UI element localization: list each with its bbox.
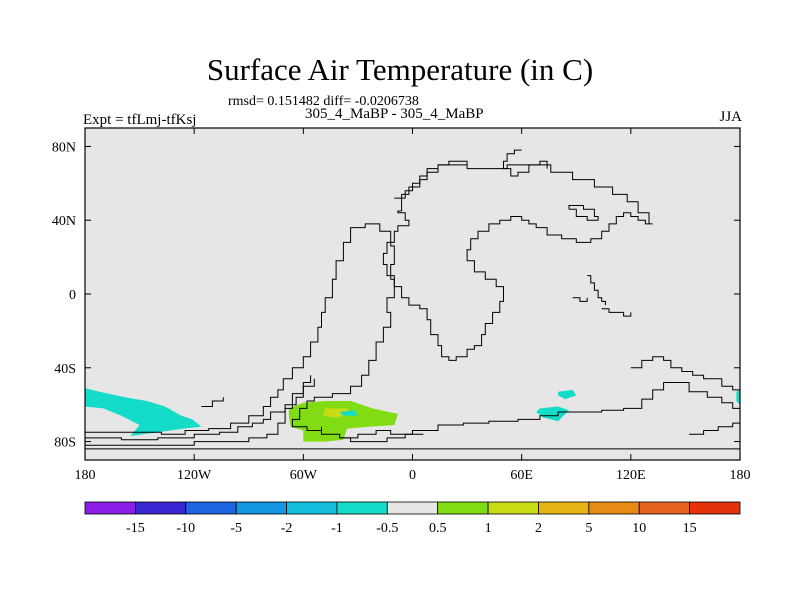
colorbar-swatch <box>185 501 237 515</box>
y-tick-label: 40N <box>52 214 76 229</box>
colorbar-swatch <box>134 501 187 515</box>
coastline <box>85 378 315 441</box>
colorbar-label: 2 <box>535 521 542 536</box>
x-tick-label: 120E <box>616 468 646 483</box>
colorbar-label: -15 <box>126 521 145 536</box>
anomaly-region <box>736 389 740 405</box>
colorbar-swatch <box>386 501 439 515</box>
colorbar-label: -5 <box>230 521 242 536</box>
coastline <box>630 356 741 394</box>
colorbar-label: 1 <box>485 521 492 536</box>
colorbar-label: 15 <box>683 521 697 536</box>
coastline <box>601 308 632 317</box>
x-tick-label: 60W <box>290 468 318 483</box>
x-tick-label: 120W <box>177 468 212 483</box>
colorbar-swatch <box>84 501 136 515</box>
colorbar-swatch <box>638 501 691 515</box>
coastline <box>689 419 741 435</box>
colorbar-label: 0.5 <box>429 521 447 536</box>
colorbar-swatch <box>336 501 388 515</box>
x-tick-label: 180 <box>730 468 751 483</box>
map-background <box>85 128 740 460</box>
coastline <box>201 397 224 407</box>
colorbar-swatch <box>487 501 539 515</box>
colorbar-swatch <box>437 501 489 515</box>
y-tick-label: 40S <box>54 362 76 377</box>
coastline <box>85 223 741 439</box>
x-tick-label: 0 <box>409 468 416 483</box>
colorbar-label: -10 <box>176 521 195 536</box>
anomaly-region <box>536 406 569 422</box>
season-label: JJA <box>719 109 742 125</box>
anomaly-region <box>558 389 577 400</box>
chart-title: Surface Air Temperature (in C) <box>206 52 594 87</box>
stats-line: rmsd= 0.151482 diff= -0.0206738 <box>228 94 419 109</box>
colorbar-label: 10 <box>632 521 646 536</box>
colorbar-label: -2 <box>281 521 293 536</box>
coastline <box>503 149 548 177</box>
anomaly-region <box>339 410 358 416</box>
x-tick-label: 180 <box>75 468 96 483</box>
coastline <box>587 275 606 306</box>
colorbar-swatch <box>538 501 590 515</box>
y-tick-label: 80S <box>54 436 76 451</box>
coastline <box>572 297 588 302</box>
colorbar-swatch <box>286 501 338 515</box>
colorbar-label: -1 <box>331 521 343 536</box>
period-label: 305_4_MaBP - 305_4_MaBP <box>305 106 484 122</box>
coastline <box>339 433 424 443</box>
x-tick-label: 60E <box>510 468 533 483</box>
y-tick-label: 80N <box>52 140 76 155</box>
colorbar-label: -0.5 <box>376 521 398 536</box>
y-tick-label: 0 <box>69 288 76 303</box>
anomaly-region <box>85 388 202 436</box>
colorbar-swatch <box>235 501 287 515</box>
colorbar-swatch <box>689 501 741 515</box>
coastline <box>568 205 599 221</box>
coastline <box>382 164 653 361</box>
anomaly-region <box>288 401 398 442</box>
experiment-label: Expt = tfLmj-tfKsj <box>83 112 197 128</box>
colorbar-swatch <box>588 501 640 515</box>
coastline <box>394 160 468 199</box>
colorbar-label: 5 <box>585 521 592 536</box>
